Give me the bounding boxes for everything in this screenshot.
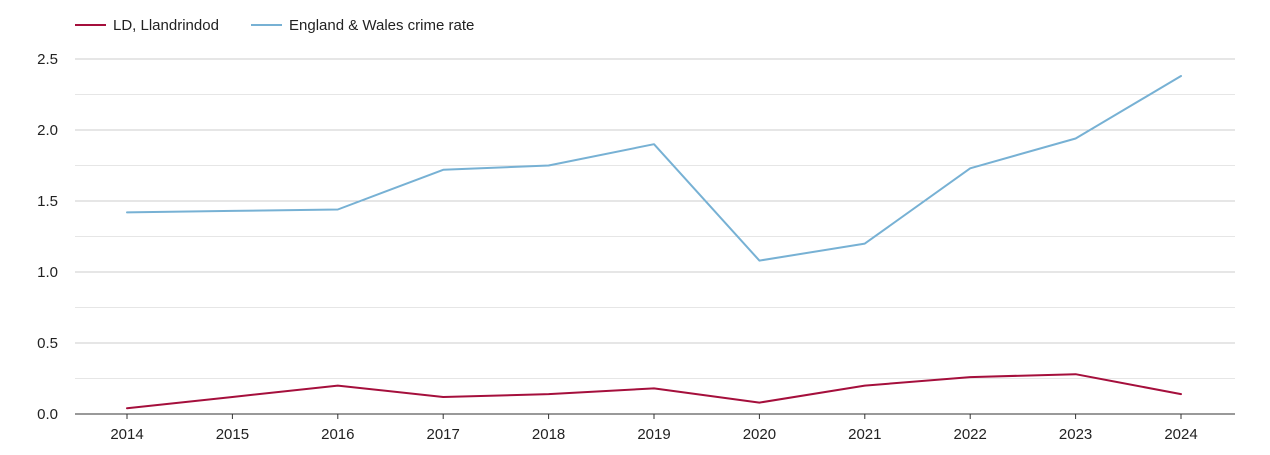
y-tick-label: 2.5 — [37, 51, 58, 68]
x-tick-label: 2018 — [532, 426, 565, 443]
x-tick-label: 2017 — [427, 426, 460, 443]
x-axis: 2014 2015 2016 2017 2018 2019 2020 2021 2022 2023… — [75, 413, 1235, 443]
legend-label-england-wales: England & Wales crime rate — [289, 17, 474, 34]
x-tick-label: 2014 — [110, 426, 143, 443]
legend-label-ld-llandrindod: LD, Llandrindod — [113, 17, 219, 34]
x-tick-label: 2022 — [954, 426, 987, 443]
x-tick-label: 2016 — [321, 426, 354, 443]
x-tick-label: 2023 — [1059, 426, 1092, 443]
y-tick-label: 0.0 — [37, 406, 58, 423]
legend-item-ld-llandrindod[interactable]: LD, Llandrindod — [75, 17, 219, 34]
grid — [75, 58, 1235, 379]
y-tick-label: 2.0 — [37, 122, 58, 139]
legend-item-england-wales[interactable]: England & Wales crime rate — [251, 17, 474, 34]
y-tick-label: 0.5 — [37, 335, 58, 352]
y-axis: 0.0 0.5 1.0 1.5 2.0 2.5 — [37, 51, 58, 423]
series-layer — [126, 75, 1182, 410]
x-tick-label: 2020 — [743, 426, 776, 443]
x-tick-label: 2019 — [637, 426, 670, 443]
series-line-ld-llandrindod — [126, 373, 1182, 410]
x-tick-label: 2021 — [848, 426, 881, 443]
y-tick-label: 1.0 — [37, 264, 58, 281]
legend: LD, Llandrindod England & Wales crime ra… — [75, 17, 474, 34]
x-tick-label: 2024 — [1164, 426, 1197, 443]
series-line-england-wales-crime-rate — [126, 75, 1182, 262]
y-tick-label: 1.5 — [37, 193, 58, 210]
x-tick-label: 2015 — [216, 426, 249, 443]
